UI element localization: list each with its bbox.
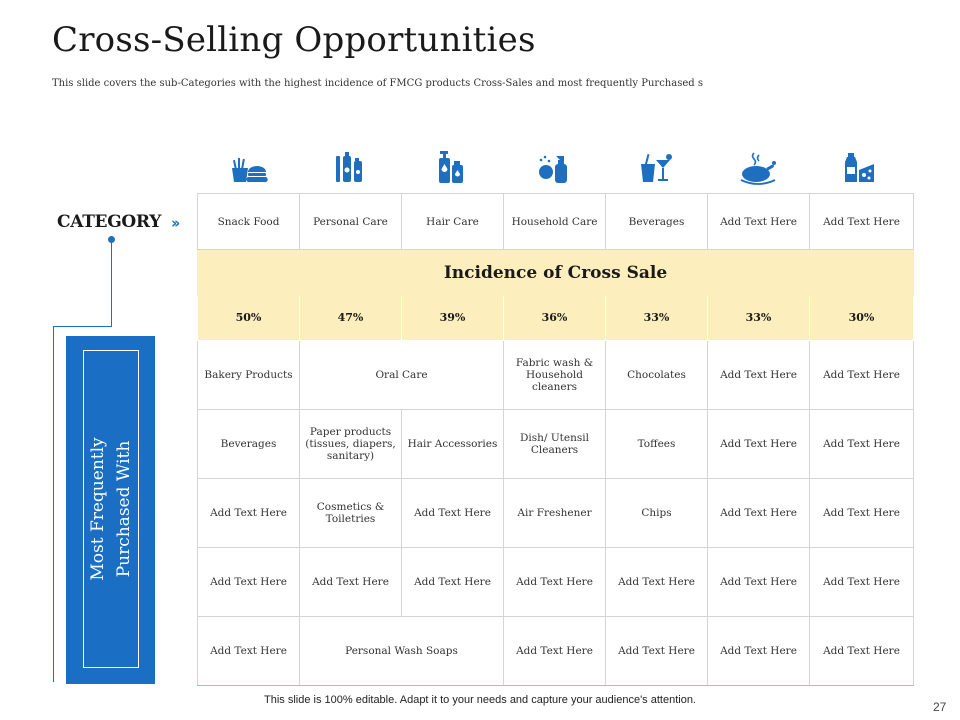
category-cell: Beverages bbox=[605, 193, 708, 250]
table-cell: Add Text Here bbox=[809, 409, 914, 479]
roast-chicken-icon bbox=[707, 148, 809, 188]
side-panel-frame: Most Frequently Purchased With bbox=[83, 350, 139, 668]
table-row: Add Text Here Add Text Here Add Text Her… bbox=[197, 547, 914, 617]
table-cell: Add Text Here bbox=[707, 478, 810, 548]
category-cell: Add Text Here bbox=[707, 193, 810, 250]
footer-note: This slide is 100% editable. Adapt it to… bbox=[264, 694, 696, 706]
category-cell: Personal Care bbox=[299, 193, 402, 250]
table-cell: Add Text Here bbox=[809, 340, 914, 410]
incidence-value: 30% bbox=[809, 295, 914, 341]
table-row: Bakery Products Oral Care Fabric wash & … bbox=[197, 340, 914, 410]
table-cell: Air Freshener bbox=[503, 478, 606, 548]
table-cell: Chips bbox=[605, 478, 708, 548]
table-row: Add Text Here Personal Wash Soaps Add Te… bbox=[197, 616, 914, 686]
fast-food-icon bbox=[197, 148, 299, 188]
page-title: Cross-Selling Opportunities bbox=[52, 20, 536, 60]
incidence-row: 50% 47% 39% 36% 33% 33% 30% bbox=[197, 295, 914, 341]
connector-dot bbox=[108, 236, 115, 243]
hair-care-bottles-icon bbox=[401, 148, 503, 188]
table-cell: Add Text Here bbox=[809, 616, 914, 686]
table-cell: Add Text Here bbox=[197, 616, 300, 686]
table-cell: Add Text Here bbox=[605, 547, 708, 617]
household-cleaner-icon bbox=[503, 148, 605, 188]
incidence-value: 50% bbox=[197, 295, 300, 341]
incidence-header: Incidence of Cross Sale bbox=[197, 249, 914, 296]
connector-line bbox=[111, 242, 112, 326]
table-cell: Bakery Products bbox=[197, 340, 300, 410]
table-cell: Add Text Here bbox=[707, 616, 810, 686]
incidence-value: 33% bbox=[707, 295, 810, 341]
table-cell: Chocolates bbox=[605, 340, 708, 410]
table-cell: Add Text Here bbox=[809, 547, 914, 617]
category-row: Snack Food Personal Care Hair Care House… bbox=[197, 193, 914, 250]
category-icons-row bbox=[197, 148, 912, 188]
category-cell: Hair Care bbox=[401, 193, 504, 250]
incidence-value: 36% bbox=[503, 295, 606, 341]
table-row: Add Text Here Cosmetics & Toiletries Add… bbox=[197, 478, 914, 548]
milk-cheese-icon bbox=[809, 148, 911, 188]
table-cell: Add Text Here bbox=[503, 616, 606, 686]
page-number: 27 bbox=[933, 700, 947, 714]
table-cell: Add Text Here bbox=[707, 409, 810, 479]
table-row: Beverages Paper products (tissues, diape… bbox=[197, 409, 914, 479]
table-cell: Add Text Here bbox=[605, 616, 708, 686]
table-cell: Add Text Here bbox=[197, 547, 300, 617]
table-cell: Add Text Here bbox=[197, 478, 300, 548]
category-cell: Add Text Here bbox=[809, 193, 914, 250]
connector-line bbox=[53, 326, 112, 327]
table-cell: Add Text Here bbox=[503, 547, 606, 617]
personal-care-bottles-icon bbox=[299, 148, 401, 188]
cross-sell-table: Snack Food Personal Care Hair Care House… bbox=[197, 193, 914, 686]
double-chevron-right-icon: ›› bbox=[171, 214, 181, 232]
table-cell: Paper products (tissues, diapers, sanita… bbox=[299, 409, 402, 479]
table-cell: Dish/ Utensil Cleaners bbox=[503, 409, 606, 479]
table-cell: Add Text Here bbox=[299, 547, 402, 617]
page-subtitle: This slide covers the sub-Categories wit… bbox=[52, 78, 703, 89]
table-cell: Add Text Here bbox=[707, 340, 810, 410]
side-panel-label: Most Frequently Purchased With bbox=[88, 437, 134, 581]
table-cell: Toffees bbox=[605, 409, 708, 479]
table-cell: Oral Care bbox=[299, 340, 504, 410]
beverages-glass-icon bbox=[605, 148, 707, 188]
table-cell: Cosmetics & Toiletries bbox=[299, 478, 402, 548]
incidence-header-row: Incidence of Cross Sale bbox=[197, 249, 914, 296]
category-cell: Household Care bbox=[503, 193, 606, 250]
table-cell: Add Text Here bbox=[707, 547, 810, 617]
table-cell: Add Text Here bbox=[401, 547, 504, 617]
most-frequently-purchased-panel: Most Frequently Purchased With bbox=[66, 336, 155, 684]
connector-line bbox=[53, 326, 54, 682]
table-cell: Fabric wash & Household cleaners bbox=[503, 340, 606, 410]
table-cell: Personal Wash Soaps bbox=[299, 616, 504, 686]
incidence-value: 33% bbox=[605, 295, 708, 341]
category-cell: Snack Food bbox=[197, 193, 300, 250]
incidence-value: 47% bbox=[299, 295, 402, 341]
table-cell: Add Text Here bbox=[401, 478, 504, 548]
incidence-value: 39% bbox=[401, 295, 504, 341]
category-label: CATEGORY bbox=[57, 212, 162, 232]
table-cell: Hair Accessories bbox=[401, 409, 504, 479]
table-cell: Beverages bbox=[197, 409, 300, 479]
table-cell: Add Text Here bbox=[809, 478, 914, 548]
